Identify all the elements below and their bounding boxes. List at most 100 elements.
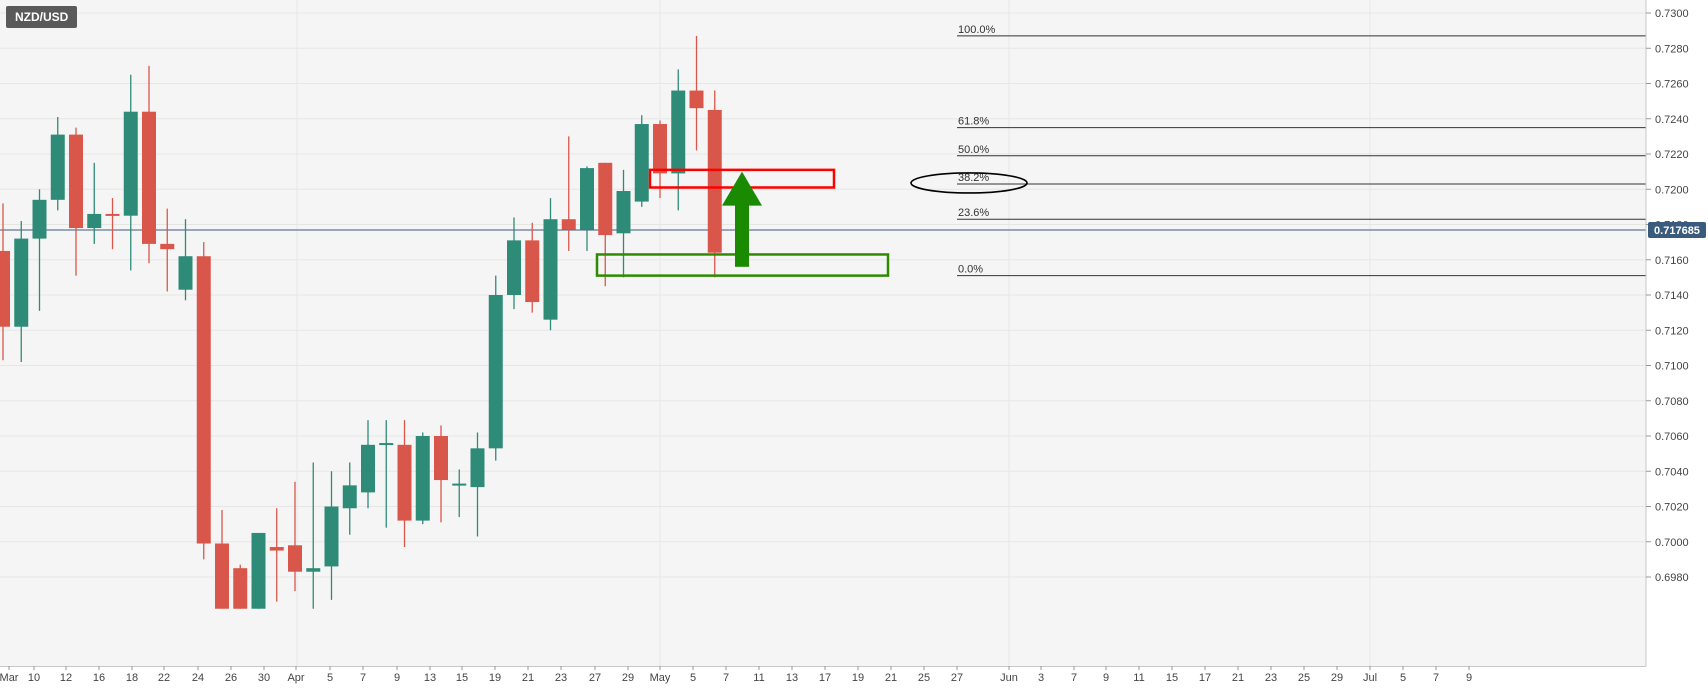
current-price-label-bg — [1648, 222, 1706, 239]
price-tick-label: 0.7020 — [1655, 502, 1689, 514]
time-tick-label: 19 — [852, 672, 864, 684]
time-tick-label: 17 — [1199, 672, 1211, 684]
candle-body — [142, 111, 156, 244]
time-tick-label: 21 — [1232, 672, 1244, 684]
time-tick-label: 23 — [1265, 672, 1277, 684]
price-tick-label: 0.7140 — [1655, 290, 1689, 302]
time-tick-label: 9 — [1466, 672, 1472, 684]
candle-body — [561, 219, 576, 230]
candle-body — [616, 191, 631, 234]
price-tick-label: 0.7100 — [1655, 361, 1689, 373]
annotations[interactable] — [595, 168, 1028, 277]
candle-body — [452, 483, 467, 486]
price-tick-label: 0.7040 — [1655, 466, 1689, 478]
candle-body — [288, 545, 302, 572]
candle-body — [361, 444, 375, 493]
time-tick-label: 22 — [158, 672, 170, 684]
time-tick-label: Jul — [1363, 672, 1377, 684]
arrow-shaft — [735, 199, 749, 267]
fib-level-label: 38.2% — [958, 172, 989, 184]
time-tick-label: 25 — [1298, 672, 1310, 684]
price-tick-label: 0.7160 — [1655, 255, 1689, 267]
grid-lines — [0, 0, 1646, 666]
time-tick-label: 18 — [126, 672, 138, 684]
time-tick-label: 10 — [28, 672, 40, 684]
time-tick-label: 16 — [93, 672, 105, 684]
time-tick-label: May — [650, 672, 671, 684]
candle-body — [324, 506, 339, 567]
time-tick-label: 25 — [918, 672, 930, 684]
current-price-label-text: 0.717685 — [1654, 225, 1700, 237]
time-tick-label: 17 — [819, 672, 831, 684]
price-tick-label: 0.7280 — [1655, 43, 1689, 55]
candle-body — [215, 543, 229, 609]
time-tick-label: 3 — [1038, 672, 1044, 684]
time-axis[interactable]: Mar 10 12 16 18 22 24 26 30 Apr 5 7 9 13 15 19 21 23 27 29 M… — [0, 666, 1472, 684]
time-tick-label: 15 — [456, 672, 468, 684]
price-tick-label: 0.7220 — [1655, 149, 1689, 161]
candle-body — [50, 134, 65, 200]
candle-body — [105, 213, 120, 216]
time-tick-label: 5 — [1400, 672, 1406, 684]
time-tick-label: 11 — [1133, 672, 1144, 684]
fibonacci-retracement[interactable]: 100.0% 61.8% 50.0% 38.2% 23.6% 0.0% — [957, 24, 1646, 277]
fib-level-label: 50.0% — [958, 144, 989, 156]
time-tick-label: 29 — [1331, 672, 1343, 684]
price-tick-label: 0.6980 — [1655, 572, 1689, 584]
time-tick-label: 29 — [622, 672, 634, 684]
time-tick-label: 9 — [394, 672, 400, 684]
time-tick-label: 7 — [1433, 672, 1439, 684]
candle-body — [160, 243, 175, 250]
price-tick-label: 0.7300 — [1655, 8, 1689, 20]
candlesticks[interactable] — [0, 35, 722, 609]
time-tick-label: 12 — [60, 672, 72, 684]
time-tick-label: 5 — [690, 672, 696, 684]
candle-body — [689, 90, 704, 109]
candle-body — [69, 134, 83, 229]
candle-body — [379, 443, 394, 446]
time-tick-label: 7 — [1071, 672, 1077, 684]
time-tick-label: 11 — [753, 672, 764, 684]
time-tick-label: 15 — [1166, 672, 1178, 684]
candle-body — [14, 238, 29, 327]
time-tick-label: 7 — [723, 672, 729, 684]
time-tick-label: 23 — [555, 672, 567, 684]
price-tick-label: 0.7240 — [1655, 114, 1689, 126]
price-axis[interactable]: 0.7300 0.7280 0.7260 0.7240 0.7220 0.7200 0.71… — [1646, 8, 1689, 584]
candle-body — [32, 199, 47, 239]
time-tick-label: 5 — [327, 672, 333, 684]
candle-body — [525, 240, 540, 303]
candle-body — [342, 485, 357, 509]
price-tick-label: 0.7080 — [1655, 396, 1689, 408]
candle-body — [397, 444, 412, 521]
arrow-head — [722, 171, 762, 206]
candle-body — [580, 168, 594, 230]
candle-body — [543, 219, 558, 320]
candle-body — [598, 162, 613, 236]
time-tick-label: 13 — [424, 672, 436, 684]
fib-level-label: 0.0% — [958, 264, 983, 276]
fib-level-label: 100.0% — [958, 24, 996, 36]
time-tick-label: 30 — [258, 672, 270, 684]
symbol-badge[interactable]: NZD/USD — [6, 6, 78, 28]
candle-body — [306, 568, 321, 572]
candle-body — [0, 250, 10, 327]
price-tick-label: 0.7060 — [1655, 431, 1689, 443]
candle-body — [653, 124, 667, 174]
time-tick-label: 9 — [1103, 672, 1109, 684]
time-tick-label: 21 — [885, 672, 897, 684]
time-tick-label: 7 — [360, 672, 366, 684]
time-tick-label: 24 — [192, 672, 204, 684]
candle-body — [434, 436, 448, 481]
candle-body — [634, 124, 649, 202]
price-tick-label: 0.7000 — [1655, 537, 1689, 549]
candle-body — [251, 532, 266, 609]
candle-body — [470, 448, 485, 488]
candle-body — [196, 256, 211, 544]
fib-level-label: 23.6% — [958, 207, 989, 219]
candle-body — [123, 111, 138, 216]
candle-body — [178, 256, 193, 290]
candle-body — [707, 109, 722, 253]
